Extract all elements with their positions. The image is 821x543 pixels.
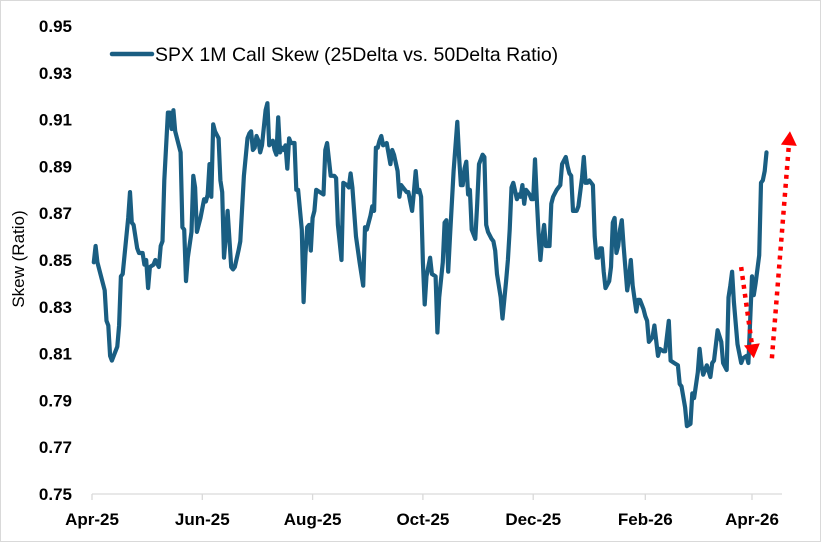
y-tick-label: 0.91 (39, 111, 72, 130)
x-tick-label: Apr-26 (725, 510, 779, 529)
series-group (91, 101, 769, 429)
y-tick-label: 0.89 (39, 157, 72, 176)
x-tick-label: Dec-25 (505, 510, 561, 529)
y-tick-label: 0.83 (39, 298, 72, 317)
annotation-arrow-down-shaft (738, 266, 755, 345)
y-tick-label: 0.77 (39, 438, 72, 457)
x-tick-label: Aug-25 (284, 510, 342, 529)
series-line (91, 101, 769, 429)
y-tick-label: 0.79 (39, 391, 72, 410)
y-tick-label: 0.95 (39, 17, 72, 36)
legend: SPX 1M Call Skew (25Delta vs. 50Delta Ra… (109, 44, 558, 66)
annotation-arrow-up-shaft (769, 145, 792, 359)
x-tick-label: Jun-25 (175, 510, 230, 529)
x-tick-label: Apr-25 (65, 510, 119, 529)
y-axis-title: Skew (Ratio) (9, 210, 28, 307)
x-axis-ticks: Apr-25 Jun-25 Aug-25 Oct-25 Dec-25 Feb-26 Apr-… (65, 494, 779, 529)
y-axis-tick-labels: 0.75 0.77 0.79 0.81 0.83 0.85 0.87 0.89 0.91 0.93… (39, 17, 72, 504)
arrow-up-icon (780, 131, 797, 146)
x-tick-label: Feb-26 (618, 510, 673, 529)
x-tick-label: Oct-25 (396, 510, 449, 529)
y-tick-label: 0.81 (39, 345, 72, 364)
annotation-group (738, 131, 797, 359)
y-tick-label: 0.75 (39, 485, 72, 504)
legend-label: SPX 1M Call Skew (25Delta vs. 50Delta Ra… (155, 44, 558, 66)
y-tick-label: 0.93 (39, 64, 72, 83)
y-tick-label: 0.87 (39, 204, 72, 223)
arrow-down-icon (743, 343, 760, 359)
y-tick-label: 0.85 (39, 251, 72, 270)
